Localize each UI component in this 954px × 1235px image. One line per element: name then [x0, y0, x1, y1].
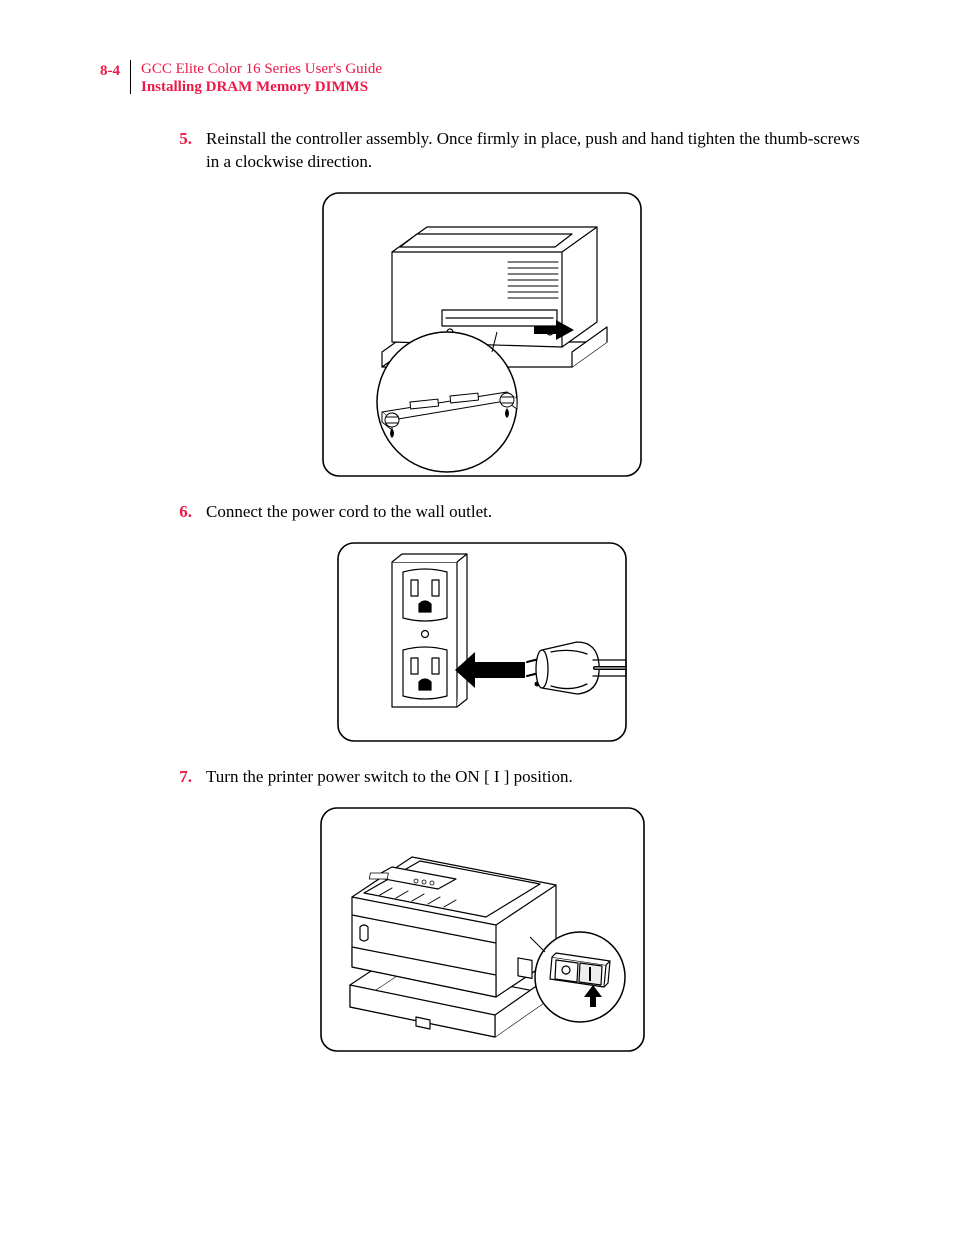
step-7-text: Turn the printer power switch to the ON …: [206, 766, 573, 789]
page-number: 8-4: [100, 60, 120, 80]
wall-outlet-illustration: [337, 542, 627, 742]
figure-6: [100, 542, 864, 742]
doc-title: GCC Elite Color 16 Series User's Guide: [141, 60, 382, 78]
figure-7: [100, 807, 864, 1052]
header-titles: GCC Elite Color 16 Series User's Guide I…: [141, 60, 382, 96]
step-5-number: 5.: [172, 128, 192, 151]
header-divider: [130, 60, 131, 94]
page: 8-4 GCC Elite Color 16 Series User's Gui…: [0, 0, 954, 1235]
step-6-text: Connect the power cord to the wall outle…: [206, 501, 492, 524]
step-7-number: 7.: [172, 766, 192, 789]
step-5-text: Reinstall the controller assembly. Once …: [206, 128, 864, 174]
step-7: 7. Turn the printer power switch to the …: [172, 766, 864, 789]
step-6-number: 6.: [172, 501, 192, 524]
step-6: 6. Connect the power cord to the wall ou…: [172, 501, 864, 524]
page-header: 8-4 GCC Elite Color 16 Series User's Gui…: [100, 60, 864, 96]
printer-controller-illustration: [322, 192, 642, 477]
printer-power-switch-illustration: [320, 807, 645, 1052]
step-5: 5. Reinstall the controller assembly. On…: [172, 128, 864, 174]
figure-5: [100, 192, 864, 477]
section-title: Installing DRAM Memory DIMMS: [141, 78, 382, 96]
